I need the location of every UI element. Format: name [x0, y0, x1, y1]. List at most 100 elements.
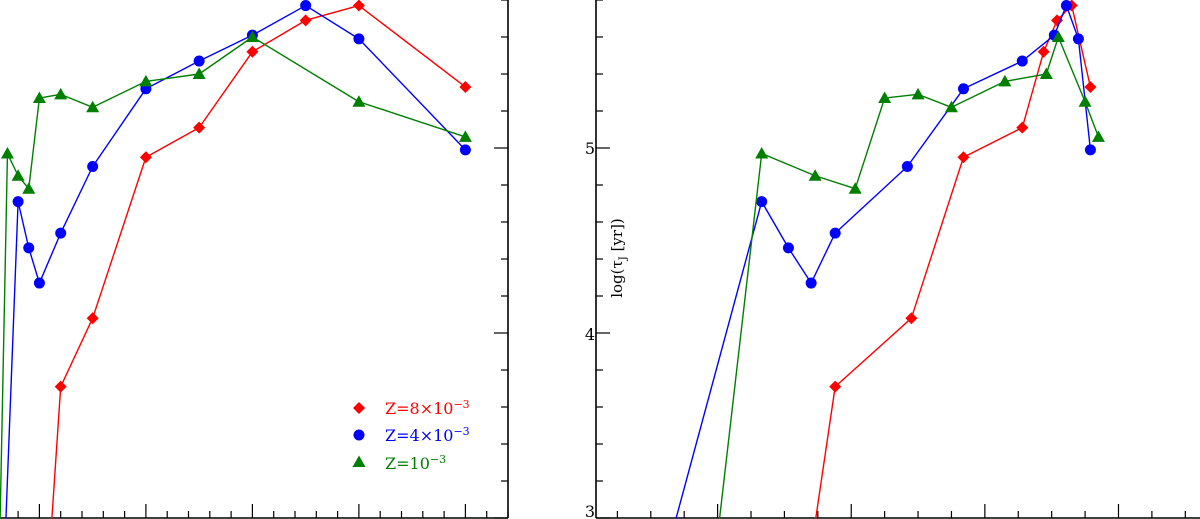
- series-line-1-segment: [91, 88, 147, 168]
- data-point-triangle: [245, 30, 259, 42]
- data-point-circle: [33, 277, 45, 289]
- series-line-2-segment: [1084, 101, 1100, 138]
- data-point-triangle: [1051, 30, 1065, 42]
- series-line-1-segment: [810, 232, 836, 284]
- y-tick-label-3: 3: [585, 502, 595, 519]
- data-point-triangle: [54, 87, 68, 100]
- data-point-circle: [459, 144, 471, 156]
- series-line-1-segment: [834, 165, 909, 234]
- series-line-2-segment: [950, 80, 1006, 109]
- series-line-1-segment: [962, 60, 1023, 90]
- series-group: [675, 0, 1105, 519]
- data-point-diamond: [957, 151, 970, 164]
- series-line-0-segment: [60, 317, 94, 388]
- data-point-diamond: [193, 121, 206, 134]
- series-line-1-segment: [675, 200, 763, 519]
- series-line-2-segment: [358, 101, 467, 138]
- series-line-0-segment: [1021, 51, 1045, 129]
- data-point-triangle: [1078, 95, 1092, 107]
- legend-marker-circle: [353, 429, 365, 441]
- series-line-2-segment: [0, 152, 9, 519]
- series-line-0-segment: [251, 19, 307, 53]
- data-point-circle: [1072, 33, 1084, 45]
- series-line-0-segment: [815, 385, 836, 519]
- legend-marker-diamond: [353, 402, 365, 414]
- legend-marker-triangle: [352, 455, 366, 467]
- series-line-2-segment: [917, 93, 953, 109]
- data-point-diamond: [829, 380, 842, 393]
- series-line-2-segment: [28, 97, 41, 190]
- series-line-0-segment: [910, 156, 965, 319]
- data-point-circle: [805, 277, 817, 289]
- data-point-triangle: [755, 147, 769, 159]
- y-axis-label: log(τJ [yr]): [608, 218, 629, 298]
- data-point-circle: [55, 227, 67, 239]
- data-point-circle: [353, 33, 365, 45]
- series-line-2-segment: [760, 152, 816, 177]
- data-point-diamond: [905, 312, 918, 325]
- data-point-diamond: [1037, 45, 1050, 58]
- y-tick-label-5: 5: [585, 139, 595, 158]
- legend: Z=8×10−3 Z=4×10−3 Z=10−3: [352, 398, 470, 473]
- series-line-1-segment: [251, 4, 307, 36]
- series-line-1-segment: [1065, 4, 1080, 40]
- data-point-circle: [1084, 144, 1096, 156]
- data-point-circle: [300, 0, 312, 12]
- series-line-0-segment: [358, 4, 467, 88]
- series-line-1-segment: [1021, 34, 1056, 62]
- data-point-triangle: [911, 87, 925, 100]
- series-line-1-segment: [760, 200, 790, 249]
- series-line-2-segment: [854, 97, 886, 190]
- data-point-circle: [193, 55, 205, 67]
- legend-markers: [352, 402, 366, 467]
- series-line-1-segment: [198, 34, 254, 62]
- legend-label-z4e-3: Z=4×10−3: [385, 425, 470, 445]
- data-point-triangle: [11, 169, 25, 181]
- series-line-2-segment: [814, 175, 856, 190]
- series-line-2-segment: [198, 36, 254, 75]
- data-point-circle: [782, 242, 794, 254]
- data-point-triangle: [22, 182, 36, 194]
- data-point-triangle: [192, 67, 206, 79]
- data-point-triangle: [808, 169, 822, 181]
- data-point-triangle: [944, 100, 958, 113]
- data-point-triangle: [878, 91, 892, 104]
- data-point-circle: [901, 161, 913, 172]
- data-point-triangle: [86, 100, 100, 113]
- data-point-triangle: [139, 74, 153, 87]
- legend-label-z1e-3: Z=10−3: [385, 453, 446, 473]
- data-point-circle: [957, 83, 969, 95]
- series-line-1-segment: [17, 200, 30, 249]
- series-line-1-segment: [787, 247, 812, 284]
- series-line-1-segment: [145, 60, 200, 90]
- data-point-diamond: [1051, 14, 1064, 27]
- series-line-0-segment: [145, 126, 200, 158]
- series-line-1-segment: [358, 38, 467, 151]
- series-line-2-segment: [145, 73, 200, 83]
- data-point-circle: [23, 242, 35, 254]
- series-line-1-segment: [38, 232, 62, 284]
- series-line-2-segment: [883, 93, 919, 99]
- series-line-0-segment: [962, 126, 1023, 158]
- series-line-0-segment: [91, 156, 147, 319]
- series-line-1-segment: [28, 247, 41, 284]
- data-point-circle: [1016, 55, 1028, 67]
- series-line-0-segment: [1071, 4, 1092, 88]
- data-point-diamond: [352, 0, 365, 12]
- series-line-2-segment: [718, 152, 763, 519]
- series-line-2-segment: [1045, 36, 1060, 75]
- data-point-triangle: [998, 74, 1012, 87]
- data-point-triangle: [0, 147, 14, 159]
- data-point-triangle: [32, 91, 46, 104]
- data-point-diamond: [246, 45, 259, 58]
- series-line-1-segment: [5, 200, 19, 519]
- series-line-0-segment: [51, 385, 62, 519]
- data-point-circle: [1060, 0, 1072, 12]
- data-point-diamond: [299, 14, 312, 27]
- data-point-circle: [87, 161, 99, 172]
- data-point-circle: [829, 227, 841, 239]
- data-point-diamond: [54, 380, 67, 393]
- data-point-diamond: [1084, 80, 1097, 93]
- series-line-0-segment: [198, 51, 254, 129]
